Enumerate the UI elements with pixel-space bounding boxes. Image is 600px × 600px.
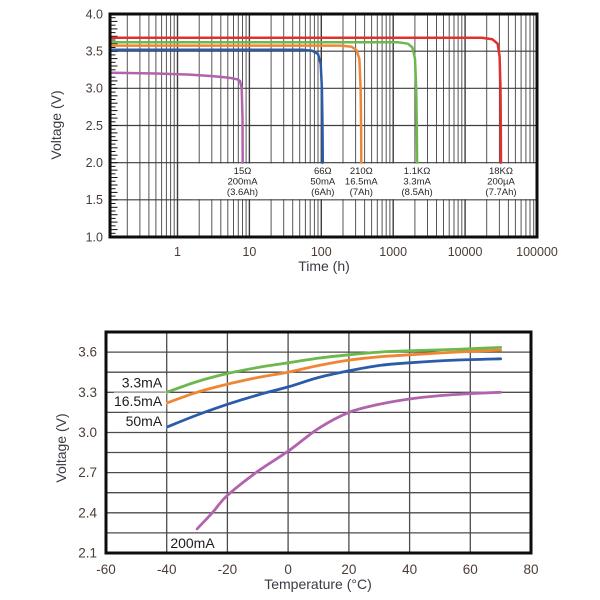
temperature-curve-16.5mA [165, 348, 502, 405]
y-tick-label: 3.3 [78, 385, 97, 400]
x-tick-label: 100 [311, 245, 332, 259]
x-axis-title-temperature: Temperature (°C) [264, 576, 372, 592]
y-tick-label: 2.0 [86, 156, 103, 170]
discharge-curve-200mA-load-15- [108, 71, 244, 164]
temperature-curve-chart: 3.3mA 16.5mA 50mA 200mA -60 -40 -20 0 20 40 60 80 2… [0, 300, 600, 600]
series-label: 16.5mA [114, 393, 163, 409]
x-tick-label: 1 [174, 245, 181, 259]
load-annotation-line: 210Ω [350, 166, 373, 177]
discharge-curve-chart: 1 10 100 1000 10000 100000 1.0 1.5 2.0 2.5 3.0 3.5 4… [48, 7, 558, 274]
load-annotation-line: 50mA [310, 176, 335, 187]
x-tick-label: 10000 [448, 245, 483, 259]
discharge-curve-3.3mA-load-1.1K- [108, 40, 419, 164]
y-tick-label: 4.0 [86, 7, 103, 21]
y-axis-title-voltage-bottom: Voltage (V) [53, 413, 69, 482]
load-annotation-line: 3.3mA [403, 176, 431, 187]
load-annotation-line: (6Ah) [311, 187, 334, 198]
temperature-curve-200mA [195, 390, 502, 531]
series-label-bg [121, 374, 167, 392]
y-tick-label: 3.6 [78, 345, 97, 360]
load-annotation-line: 200µA [487, 176, 515, 187]
temperature-curve-3.3mA [165, 346, 502, 394]
x-tick-label: 80 [523, 562, 538, 577]
series-label-bg [113, 392, 167, 410]
load-annotation-line: 18KΩ [489, 166, 513, 177]
plot-frame [108, 12, 539, 239]
x-tick-label: 0 [284, 562, 292, 577]
x-tick-label: -20 [218, 562, 238, 577]
discharge-curve-plot: 1 10 100 1000 10000 100000 1.0 1.5 2.0 2.5 3.0 3.5 4… [48, 7, 558, 274]
load-annotation-line: 15Ω [234, 166, 252, 177]
y-tick-label: 2.7 [78, 465, 97, 480]
x-tick-label: 100000 [516, 245, 558, 259]
y-tick-label: 2.4 [78, 505, 97, 520]
discharge-curve-16.5mA-load-210- [108, 44, 363, 164]
annotation-band [192, 163, 536, 200]
x-axis-title-time: Time (h) [298, 258, 350, 274]
load-annotation-line: 16.5mA [345, 176, 378, 187]
series-label-bg [128, 412, 167, 430]
x-tick-label: 40 [402, 562, 417, 577]
load-annotation-line: 200mA [227, 176, 258, 187]
series-label: 3.3mA [122, 375, 163, 391]
load-annotation-line: (3.6Ah) [227, 187, 258, 198]
series-label: 200mA [170, 535, 215, 551]
x-tick-label: -60 [96, 562, 116, 577]
x-tick-label: -40 [157, 562, 177, 577]
temperature-curve-plot: 3.3mA 16.5mA 50mA 200mA -60 -40 -20 0 20 40 60 80 2… [53, 330, 539, 592]
load-annotation-line: 1.1KΩ [404, 166, 431, 177]
plot-frame [104, 330, 533, 555]
discharge-curve-50mA-load-66- [108, 48, 325, 164]
x-tick-label: 20 [341, 562, 356, 577]
y-tick-label: 2.1 [78, 546, 97, 561]
y-tick-label: 1.0 [86, 230, 103, 244]
load-annotation-line: (7Ah) [350, 187, 373, 198]
y-tick-label: 3.0 [78, 425, 97, 440]
load-annotation-line: (8.5Ah) [402, 187, 433, 198]
y-tick-label: 3.0 [86, 82, 103, 96]
load-annotation-line: (7.7Ah) [485, 187, 516, 198]
series-label-bg [170, 534, 215, 552]
load-annotation-line: 66Ω [314, 166, 332, 177]
x-tick-label: 1000 [379, 245, 407, 259]
y-tick-label: 2.5 [86, 119, 103, 133]
discharge-curve-200-A-load-18K- [108, 36, 503, 164]
x-tick-label: 60 [463, 562, 478, 577]
x-tick-label: 10 [242, 245, 256, 259]
y-axis-title-voltage-top: Voltage (V) [48, 90, 64, 159]
series-label: 50mA [126, 413, 163, 429]
y-tick-label: 1.5 [86, 193, 103, 207]
temperature-curve-50mA [165, 357, 502, 429]
y-tick-label: 3.5 [86, 45, 103, 59]
